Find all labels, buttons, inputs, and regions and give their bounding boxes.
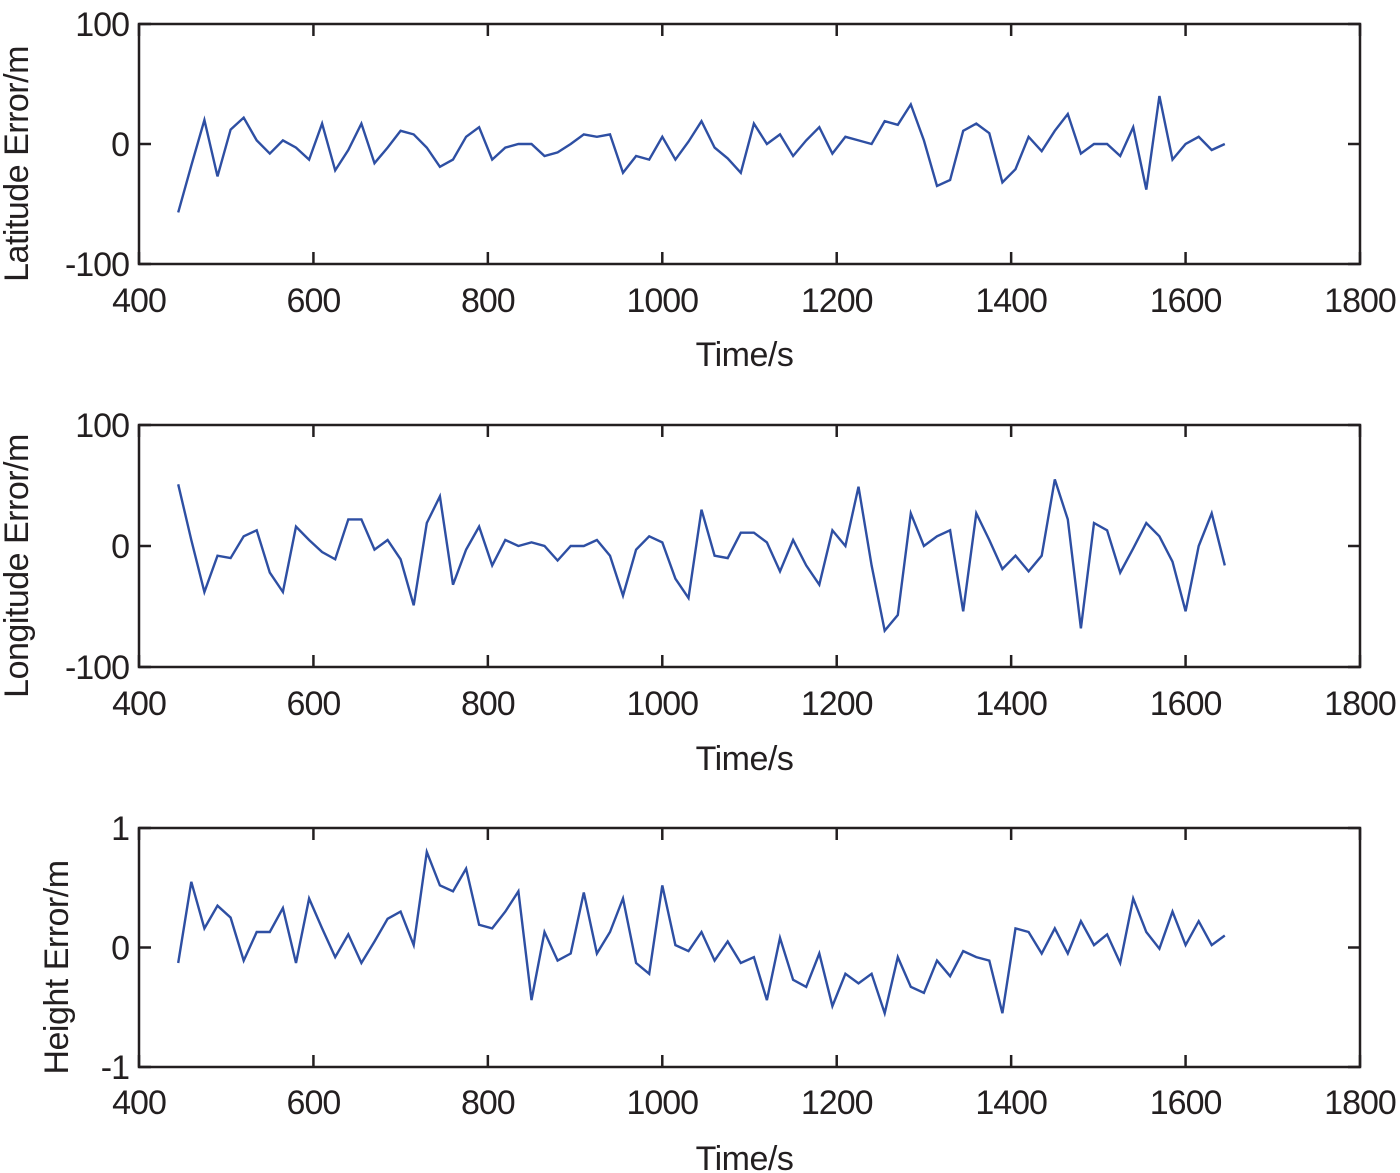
x-axis-label: Time/s (696, 740, 794, 778)
longitude-error-chart: 400 600 800 1000 1200 1400 1600 1800 -100 0 100 Tim… (0, 407, 1397, 778)
y-tick-label: -100 (65, 649, 129, 687)
x-tick-label: 1000 (626, 685, 698, 723)
x-tick-label: 800 (461, 685, 515, 723)
y-tick-label: 0 (111, 528, 129, 566)
latitude-error-chart: 400 600 800 1000 1200 1400 1600 1800 -100 0 100 Tim… (0, 6, 1397, 374)
x-tick-label: 1000 (626, 282, 698, 320)
y-axis-label: Latitude Error/m (0, 46, 36, 282)
x-tick-label: 1200 (801, 282, 873, 320)
x-tick-label: 1200 (801, 685, 873, 723)
x-tick-label: 1800 (1324, 1084, 1396, 1122)
x-tick-label: 1800 (1324, 282, 1396, 320)
x-tick-label: 400 (112, 1084, 166, 1122)
y-tick-label: 1 (111, 810, 129, 848)
x-tick-label: 1600 (1150, 685, 1222, 723)
height-error-line (177, 847, 1226, 1018)
y-tick-label: 100 (75, 6, 129, 44)
x-tick-label: 1400 (975, 685, 1047, 723)
x-tick-label: 600 (287, 1084, 341, 1122)
x-tick-label: 1800 (1324, 685, 1396, 723)
x-tick-label: 400 (112, 282, 166, 320)
latitude-error-line (177, 95, 1226, 213)
x-tick-label: 1400 (975, 282, 1047, 320)
longitude-error-line (177, 479, 1226, 634)
x-tick-label: 600 (287, 685, 341, 723)
y-tick-label: -1 (101, 1049, 129, 1087)
y-axis-label: Longitude Error/m (0, 434, 36, 698)
x-tick-label: 800 (461, 1084, 515, 1122)
x-axis-label: Time/s (696, 1140, 794, 1173)
x-tick-label: 1200 (801, 1084, 873, 1122)
x-tick-label: 400 (112, 685, 166, 723)
x-tick-label: 1600 (1150, 282, 1222, 320)
x-tick-label: 600 (287, 282, 341, 320)
plot-frame (137, 423, 1362, 669)
x-tick-label: 1400 (975, 1084, 1047, 1122)
x-tick-label: 800 (461, 282, 515, 320)
x-axis-label: Time/s (696, 336, 794, 374)
y-tick-label: 100 (75, 407, 129, 445)
y-tick-label: -100 (65, 246, 129, 284)
y-axis-label: Height Error/m (38, 860, 76, 1074)
y-tick-label: 0 (111, 126, 129, 164)
height-error-chart: 400 600 800 1000 1200 1400 1600 1800 -1 0 1 Time/s H… (38, 810, 1397, 1173)
x-tick-label: 1600 (1150, 1084, 1222, 1122)
plot-frame (137, 826, 1362, 1069)
x-tick-label: 1000 (626, 1084, 698, 1122)
y-tick-label: 0 (111, 930, 129, 968)
